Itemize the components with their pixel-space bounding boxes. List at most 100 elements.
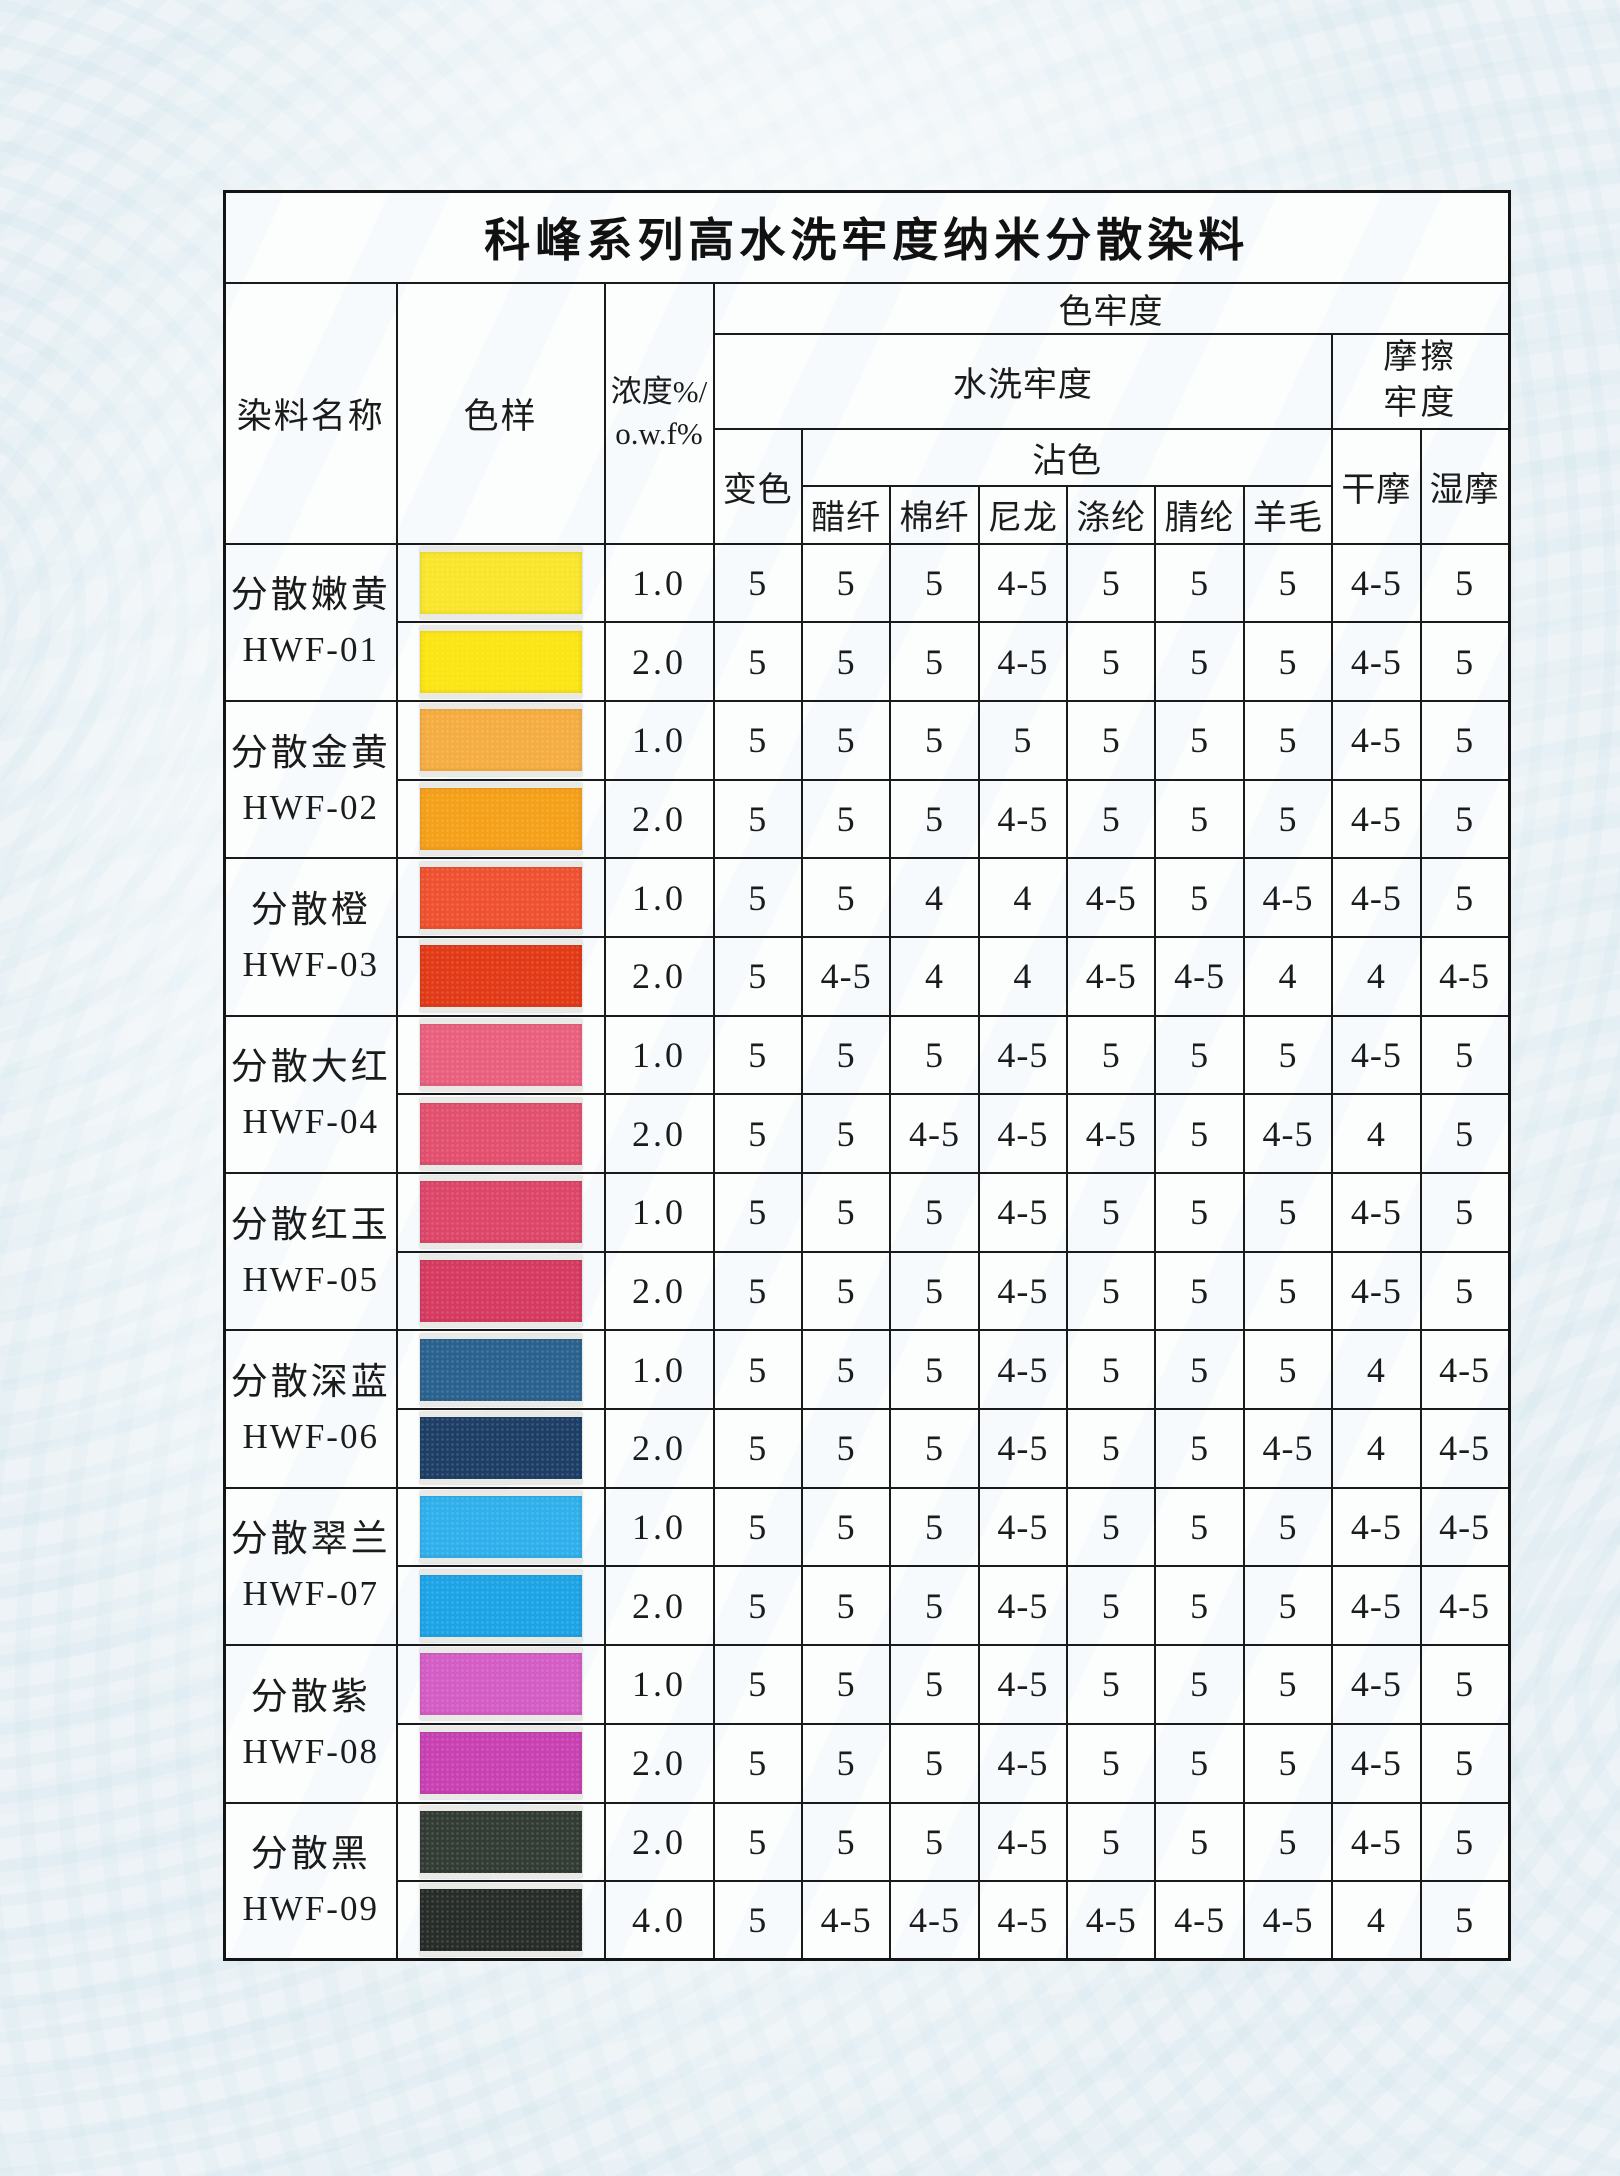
fastness-value: 5 <box>1066 1172 1157 1253</box>
fastness-value: 5 <box>1242 1722 1334 1804</box>
fabric-tape <box>419 1018 582 1091</box>
fastness-value: 4-5 <box>1154 1880 1245 1961</box>
fastness-value: 4-5 <box>977 778 1069 860</box>
fastness-value: 5 <box>712 1329 803 1411</box>
dye-name: 分散大红 <box>230 1047 391 1089</box>
fastness-value: 5 <box>800 621 892 702</box>
fastness-value: 4-5 <box>1331 1014 1422 1096</box>
fastness-value: 4-5 <box>1331 1486 1422 1568</box>
dye-row: 2.0 5 5 5 4-5 5 5 5 4-5 5 <box>225 1722 1511 1804</box>
concentration-value: 1.0 <box>603 1172 715 1253</box>
fastness-value: 5 <box>1242 1801 1334 1883</box>
dye-code: HWF-03 <box>242 944 379 984</box>
fabric-tape <box>419 1097 582 1170</box>
fastness-value: 4-5 <box>1419 935 1511 1017</box>
fastness-value: 5 <box>889 1644 980 1725</box>
dye-row: 2.0 5 5 5 4-5 5 5 5 4-5 4-5 <box>225 1565 1511 1647</box>
fastness-value: 5 <box>712 542 803 624</box>
color-sample-cell <box>395 1329 606 1411</box>
fastness-value: 5 <box>800 1329 892 1411</box>
color-swatch <box>419 787 582 850</box>
fastness-value: 4-5 <box>977 1329 1069 1411</box>
dye-row: 2.0 5 5 5 4-5 5 5 5 4-5 5 <box>225 621 1511 702</box>
fastness-value: 5 <box>1066 778 1157 860</box>
header-rub-fastness-line2: 牢度 <box>1383 385 1458 422</box>
dye-row: 4.0 5 4-5 4-5 4-5 4-5 4-5 4-5 4 5 <box>225 1880 1511 1961</box>
dye-row: 分散大红 HWF-04 1.0 5 5 5 4-5 5 5 5 4-5 5 <box>223 1014 1511 1175</box>
fabric-tape <box>419 625 582 698</box>
concentration-value: 2.0 <box>603 1565 715 1647</box>
concentration-value: 2.0 <box>603 1722 715 1804</box>
fastness-value: 5 <box>1154 1250 1245 1332</box>
fastness-value: 4-5 <box>977 1644 1069 1725</box>
color-swatch <box>419 1889 582 1952</box>
fastness-value: 5 <box>1419 1880 1511 1961</box>
header-row-fibers: 醋纤 棉纤 尼龙 涤纶 腈纶 羊毛 <box>225 484 1510 545</box>
fastness-value: 4-5 <box>1331 1172 1422 1253</box>
fastness-value: 5 <box>800 699 892 781</box>
fabric-tape <box>419 1176 582 1249</box>
fastness-value: 5 <box>1419 778 1511 860</box>
fastness-value: 5 <box>1419 1172 1511 1253</box>
fastness-value: 5 <box>889 699 980 781</box>
dye-name-cell: 分散嫩黄 HWF-01 <box>223 542 398 702</box>
fastness-value: 5 <box>1154 1644 1245 1725</box>
fastness-value: 5 <box>1066 1565 1157 1647</box>
fastness-value: 5 <box>889 1014 980 1096</box>
color-sample-cell <box>395 1250 606 1332</box>
dye-row: 分散橙 HWF-03 1.0 5 5 4 4 4-5 5 4-5 4-5 5 <box>223 857 1511 1017</box>
dye-row: 2.0 5 5 5 4-5 5 5 5 4-5 5 <box>225 1250 1511 1332</box>
fabric-tape <box>419 861 582 934</box>
header-concentration-line2: o.w.f% <box>615 416 703 451</box>
fastness-value: 5 <box>800 778 892 860</box>
fastness-value: 5 <box>712 1644 803 1725</box>
title-row: 科峰系列高水洗牢度纳米分散染料 <box>223 190 1511 284</box>
dye-fastness-table: 科峰系列高水洗牢度纳米分散染料 染料名称 色样 浓度%/ o.w.f% 色牢度 … <box>223 190 1511 1962</box>
dye-row: 分散金黄 HWF-02 1.0 5 5 5 5 5 5 5 4-5 5 <box>223 699 1511 860</box>
fastness-value: 4-5 <box>1066 857 1157 938</box>
fabric-tape <box>419 1569 582 1642</box>
fastness-value: 4-5 <box>1331 621 1422 702</box>
header-wash-fastness: 水洗牢度 <box>712 332 1334 430</box>
page-title: 科峰系列高水洗牢度纳米分散染料 <box>484 215 1250 267</box>
fastness-value: 4 <box>1331 1093 1422 1174</box>
fastness-value: 5 <box>977 699 1069 781</box>
fastness-value: 4-5 <box>977 1880 1069 1961</box>
fastness-value: 5 <box>1419 1250 1511 1332</box>
concentration-value: 2.0 <box>603 1801 715 1883</box>
fastness-value: 4-5 <box>977 1172 1069 1253</box>
fastness-value: 5 <box>1419 542 1511 624</box>
fastness-value: 5 <box>800 1408 892 1489</box>
fabric-tape <box>419 1412 582 1485</box>
fastness-value: 5 <box>889 778 980 860</box>
fastness-value: 5 <box>889 1565 980 1647</box>
fastness-value: 4-5 <box>1242 857 1334 938</box>
color-sample-cell <box>395 1014 606 1096</box>
fastness-value: 4-5 <box>1331 857 1422 938</box>
fabric-tape <box>419 1727 582 1800</box>
fastness-value: 5 <box>712 1250 803 1332</box>
dye-name-cell: 分散橙 HWF-03 <box>223 857 398 1017</box>
fabric-tape <box>419 1884 582 1957</box>
fastness-value: 5 <box>1419 1722 1511 1804</box>
dye-row: 分散嫩黄 HWF-01 1.0 5 5 5 4-5 5 5 5 4-5 5 <box>223 542 1511 702</box>
dye-name: 分散紫 <box>250 1676 371 1718</box>
fastness-value: 5 <box>1154 542 1245 624</box>
color-swatch <box>419 1417 582 1480</box>
dye-code: HWF-05 <box>242 1259 379 1299</box>
fastness-value: 5 <box>800 1093 892 1174</box>
fastness-value: 5 <box>712 778 803 860</box>
fastness-value: 5 <box>1154 621 1245 702</box>
fastness-value: 4 <box>977 857 1069 938</box>
fastness-value: 5 <box>1066 1722 1157 1804</box>
dye-name-cell: 分散深蓝 HWF-06 <box>223 1329 398 1489</box>
fastness-value: 5 <box>1154 1408 1245 1489</box>
fastness-value: 4-5 <box>977 1486 1069 1568</box>
fastness-value: 4-5 <box>1154 935 1245 1017</box>
header-row-1: 染料名称 色样 浓度%/ o.w.f% 色牢度 <box>223 281 1511 545</box>
dye-row: 2.0 5 5 4-5 4-5 4-5 5 4-5 4 5 <box>225 1093 1511 1174</box>
fastness-value: 5 <box>800 1644 892 1725</box>
concentration-value: 1.0 <box>603 1644 715 1725</box>
fastness-value: 5 <box>712 1486 803 1568</box>
fastness-value: 5 <box>712 935 803 1017</box>
